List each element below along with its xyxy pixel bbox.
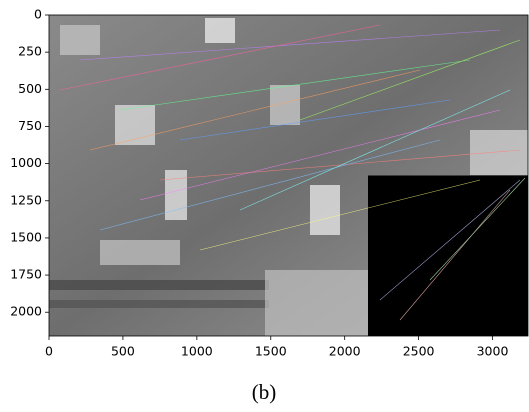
y-tick-label: 1750 [10,267,42,282]
caption: (b) [252,380,277,404]
y-tick-label: 500 [18,81,42,96]
x-tick-label: 2000 [329,344,361,359]
y-tick-label: 250 [18,44,42,59]
x-tick-label: 2500 [403,344,435,359]
x-tick-label: 1000 [181,344,213,359]
x-tick-label: 3000 [477,344,509,359]
y-tick-label: 0 [34,7,42,22]
y-tick-label: 1000 [10,155,42,170]
x-tick-label: 0 [45,344,53,359]
y-tick-label: 2000 [10,304,42,319]
x-tick-label: 1500 [255,344,287,359]
y-tick-label: 750 [18,118,42,133]
figure: (b) 0 500 1000 1500 2000 2500 3000 0 250 500 750 10… [0,0,529,412]
image [49,15,528,336]
x-tick-label: 500 [111,344,135,359]
y-tick-label: 1250 [10,192,42,207]
y-tick-label: 1500 [10,229,42,244]
